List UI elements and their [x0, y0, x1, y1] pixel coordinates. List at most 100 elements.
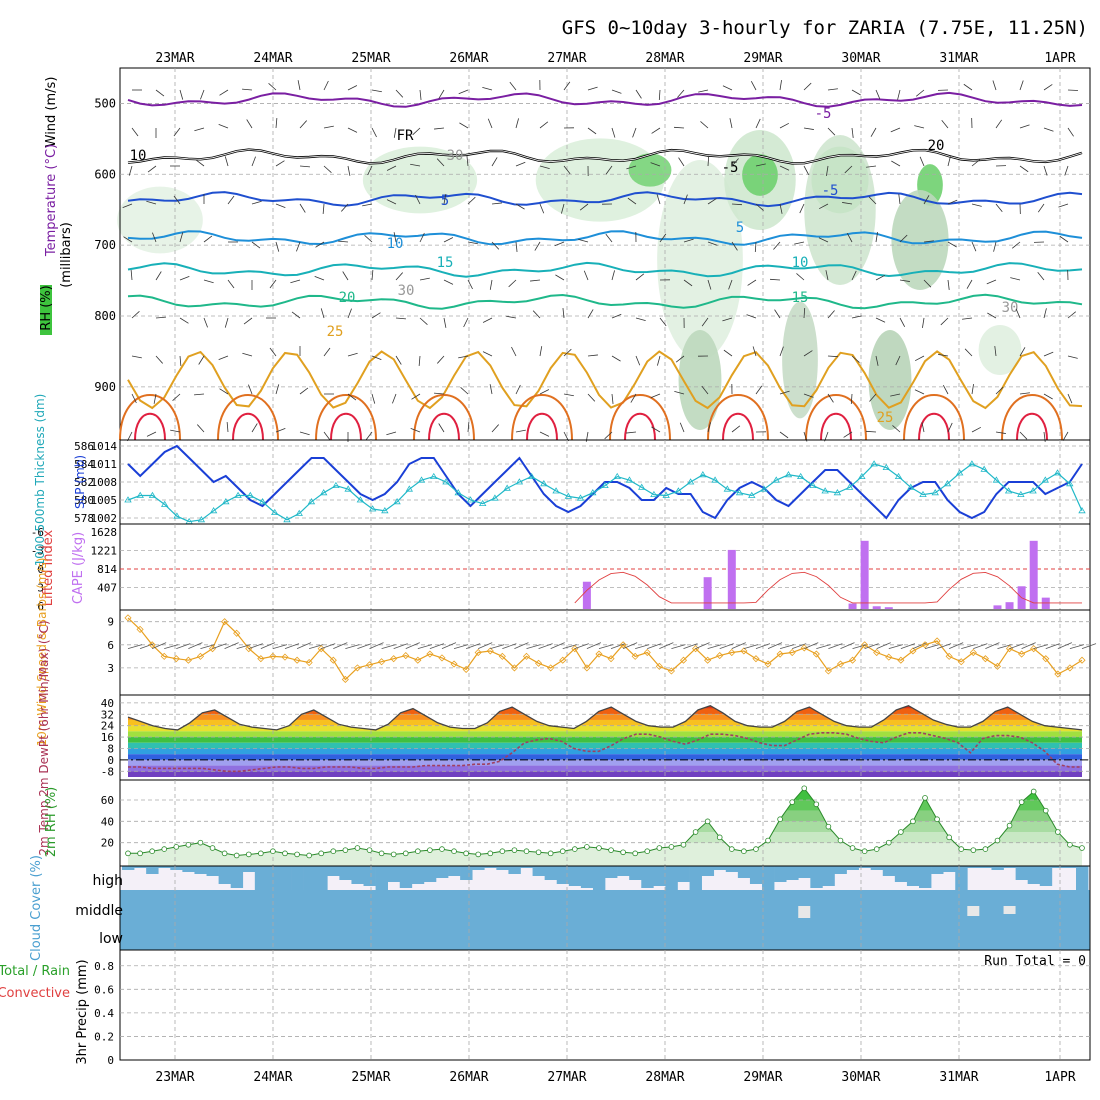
rh-shading: [782, 301, 818, 419]
wind-barb: [707, 279, 712, 290]
surface-wind-barb: [526, 644, 541, 650]
rh-marker: [427, 847, 433, 853]
cloud-high-bar: [363, 866, 376, 886]
cloud-high-bar: [472, 866, 485, 870]
wind-barb: [728, 279, 733, 290]
cloud-high-bar: [1003, 866, 1016, 868]
wind-speed-marker: [969, 648, 977, 657]
surface-wind-barb: [864, 643, 879, 650]
cloud-high-bar: [496, 866, 509, 870]
cape-tick-label: 407: [97, 582, 117, 595]
temp-tick-label: 40: [101, 697, 114, 710]
wind-barb: [198, 355, 205, 365]
rh-marker: [716, 834, 723, 841]
surface-wind-barb: [973, 643, 988, 650]
thickness-marker: [760, 485, 768, 492]
rh-tick-label: 40: [101, 815, 114, 828]
rh-shading: [678, 330, 722, 430]
pressure-tick-label: 700: [94, 238, 116, 252]
thickness-marker: [821, 487, 829, 494]
wind-barb: [467, 422, 470, 433]
thickness-marker: [674, 487, 683, 494]
rh-marker: [885, 839, 892, 846]
cloud-high-bar: [641, 866, 654, 888]
wind-speed-marker: [390, 655, 398, 663]
wind-barb: [508, 279, 517, 288]
surface-wind-barb: [888, 644, 903, 650]
surface-wind-barb: [441, 642, 457, 650]
wind-barb: [796, 273, 805, 281]
surface-wind-barb: [598, 644, 614, 650]
wind-barb: [539, 121, 549, 129]
thickness-marker: [809, 481, 817, 488]
wind-barb: [515, 241, 518, 252]
wind-barb: [371, 89, 382, 93]
temp-band: [120, 697, 1090, 703]
wind-barb: [362, 203, 373, 207]
surface-wind-barb: [743, 644, 758, 650]
cape-bar: [884, 607, 893, 609]
rh-marker: [632, 850, 638, 857]
surface-wind-barb: [912, 642, 928, 650]
upper-air-panel: 500 600 700 800 900 -5 FR 5 10 15 20 25 -5 5 10 15 20 -5 1…: [40, 67, 1091, 442]
wind-speed-marker: [981, 655, 989, 663]
rh-marker: [221, 850, 228, 857]
wind-speed-marker: [788, 648, 796, 657]
rh-marker: [511, 847, 518, 853]
rh-marker: [680, 841, 687, 848]
wind-barb: [562, 308, 565, 319]
cloud-high-bar: [725, 866, 739, 872]
surface-wind-barb: [321, 643, 336, 650]
wind-barb: [851, 355, 860, 363]
wind-barb: [242, 88, 253, 91]
wind-barb: [219, 89, 229, 96]
rh-tick-label: 60: [101, 794, 114, 807]
wind-panel: 3 6 9: [107, 609, 1097, 696]
wind-barb: [779, 346, 784, 357]
thickness-marker: [650, 490, 658, 497]
wind-barb: [275, 428, 286, 433]
cloud-high-bar: [1051, 866, 1065, 868]
wind-barb: [419, 277, 430, 281]
temp-title: 2m Temp 2m DewPt (6hr Min/Max) (°C): [37, 620, 51, 855]
wind-barb: [611, 393, 614, 404]
hot-contour: [1016, 412, 1048, 441]
wind-barb: [626, 165, 637, 170]
wind-barb: [587, 127, 597, 135]
wind-barb: [723, 349, 733, 357]
wind-barb: [491, 424, 499, 433]
wind-speed-marker: [752, 655, 760, 663]
wind-barb: [275, 241, 280, 252]
wind-barb: [219, 388, 229, 395]
hot-contour: [820, 412, 852, 441]
surface-wind-barb: [1045, 643, 1060, 650]
wind-barb: [779, 80, 782, 91]
wind-barb: [1019, 80, 1024, 91]
wind-barb: [197, 424, 205, 433]
isotherm-line: [127, 293, 1083, 310]
wind-barb: [563, 393, 574, 397]
wind-barb: [651, 127, 661, 134]
top-date-label: 30MAR: [841, 51, 880, 66]
cloud-high-bar: [617, 866, 630, 876]
surface-wind-barb: [659, 642, 674, 650]
wind-barb: [491, 202, 502, 205]
thickness-marker: [564, 492, 573, 499]
cloud-high-bar: [291, 866, 304, 890]
cloud-high-bar: [931, 866, 944, 874]
thickness-marker: [980, 465, 988, 472]
cloud-level-low: low: [99, 931, 123, 947]
wind-speed-marker: [957, 658, 965, 666]
rh-marker: [656, 845, 663, 851]
wind-barb: [611, 313, 622, 319]
thickness-marker: [295, 509, 303, 516]
wind-speed-marker: [124, 614, 132, 622]
wind-barb: [170, 429, 181, 433]
wind-barb: [803, 165, 810, 176]
wind-barb: [731, 241, 738, 251]
surface-wind-barb: [1009, 643, 1024, 650]
cloud-cover-panel: high middle low: [75, 865, 1091, 951]
rh-marker: [463, 850, 469, 857]
wind-barb: [722, 85, 733, 91]
wind-barb: [923, 240, 934, 243]
